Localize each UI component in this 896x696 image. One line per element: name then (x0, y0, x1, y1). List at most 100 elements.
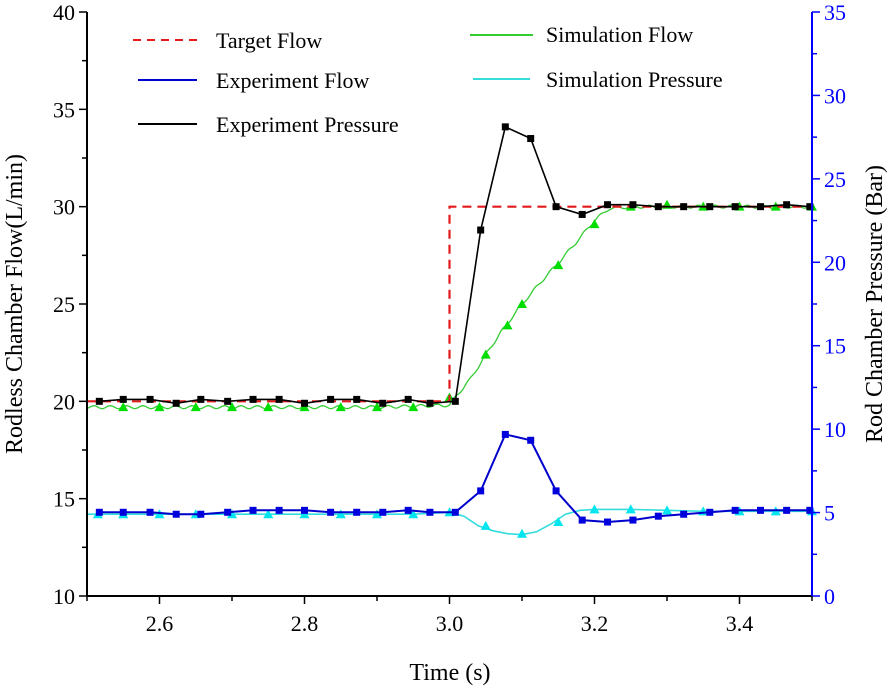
data-point-experiment-flow (629, 516, 637, 524)
series-simulation-flow (86, 199, 817, 412)
y-tick-label-right: 25 (824, 167, 846, 192)
data-point-experiment-pressure (426, 399, 434, 407)
y-axis-label-left: Rodless Chamber Flow(L/min) (2, 154, 28, 454)
data-point-experiment-pressure (731, 203, 739, 211)
data-point-experiment-flow (426, 508, 434, 516)
data-point-experiment-flow (783, 506, 791, 514)
data-point-experiment-pressure (806, 203, 814, 211)
data-point-experiment-pressure (654, 203, 662, 211)
data-point-experiment-flow (404, 506, 412, 514)
data-point-simulation-flow (502, 320, 513, 330)
series-line-experiment-pressure (99, 125, 810, 405)
data-point-experiment-flow (501, 430, 509, 438)
data-point-simulation-pressure (408, 509, 419, 519)
data-point-experiment-flow (379, 508, 387, 516)
series-line-target-flow (87, 205, 812, 403)
data-point-simulation-flow (263, 402, 274, 412)
data-point-simulation-flow (118, 402, 129, 412)
legend-label-exp-flow: Experiment Flow (216, 68, 369, 93)
data-point-simulation-pressure (480, 520, 491, 530)
x-tick-label: 3.4 (726, 611, 754, 636)
data-point-experiment-flow (172, 510, 180, 518)
data-point-experiment-pressure (249, 395, 257, 403)
axes-layer: 10 15 20 25 30 35 40 0 5 10 15 20 25 30 35 2.6 2.8 3.0 3.2… (53, 0, 846, 636)
data-point-simulation-flow (190, 402, 201, 412)
data-point-simulation-pressure (589, 504, 600, 514)
y-tick-label-left: 35 (53, 97, 75, 122)
legend-label-sim-pressure: Simulation Pressure (546, 67, 723, 92)
data-point-experiment-flow (527, 436, 535, 444)
data-point-simulation-pressure (517, 528, 527, 538)
data-point-experiment-pressure (119, 395, 127, 403)
y-axis-label-right: Rod Chamber Pressure (Bar) (862, 165, 888, 443)
data-point-experiment-flow (249, 506, 257, 514)
y-tick-label-left: 40 (53, 0, 75, 25)
data-point-simulation-pressure (227, 509, 237, 519)
data-point-experiment-flow (301, 506, 308, 514)
data-point-experiment-flow (552, 487, 560, 495)
legend-label-target: Target Flow (216, 28, 322, 53)
data-point-experiment-flow (353, 508, 361, 516)
series-target-flow (87, 205, 812, 403)
data-point-simulation-pressure (625, 504, 636, 514)
data-point-experiment-pressure (451, 397, 459, 405)
data-point-experiment-flow (119, 508, 127, 516)
x-tick-label: 3.0 (436, 611, 464, 636)
y-tick-label-left: 20 (53, 389, 75, 414)
data-point-experiment-pressure (527, 135, 535, 143)
series-experiment-flow (95, 430, 814, 526)
series-line-simulation-flow (86, 204, 813, 410)
data-point-experiment-pressure (301, 399, 308, 407)
data-point-experiment-flow (680, 510, 688, 518)
y-tick-label-right: 30 (824, 83, 846, 108)
data-point-experiment-pressure (578, 210, 586, 218)
data-point-experiment-flow (706, 508, 714, 516)
y-tick-label-right: 35 (824, 0, 846, 25)
data-point-experiment-pressure (172, 399, 180, 407)
data-point-simulation-flow (589, 219, 600, 229)
data-point-experiment-pressure (327, 395, 335, 403)
data-point-experiment-flow (604, 518, 612, 526)
data-point-experiment-pressure (197, 395, 205, 403)
data-point-experiment-flow (757, 506, 765, 514)
data-point-experiment-flow (806, 506, 814, 514)
data-point-simulation-flow (517, 299, 527, 308)
y-tick-label-right: 0 (824, 584, 835, 609)
x-tick-label: 3.2 (581, 611, 609, 636)
data-point-simulation-pressure (335, 509, 346, 519)
data-point-experiment-pressure (706, 203, 714, 211)
data-point-simulation-pressure (553, 517, 564, 527)
data-point-experiment-pressure (146, 395, 154, 403)
data-point-experiment-flow (95, 508, 103, 516)
data-point-experiment-flow (451, 508, 459, 516)
series-experiment-pressure (95, 123, 814, 407)
data-point-experiment-pressure (224, 397, 232, 405)
x-axis-label: Time (s) (409, 660, 490, 686)
y-tick-label-left: 10 (53, 584, 75, 609)
data-point-experiment-pressure (95, 397, 103, 405)
data-point-simulation-flow (335, 402, 346, 412)
data-point-simulation-pressure (662, 505, 672, 515)
data-point-experiment-flow (275, 506, 283, 514)
y-tick-label-right: 10 (824, 417, 846, 442)
data-point-experiment-pressure (379, 399, 387, 407)
data-point-experiment-pressure (552, 203, 560, 211)
data-point-experiment-pressure (757, 203, 765, 211)
y-tick-label-right: 5 (824, 501, 835, 526)
y-tick-label-right: 15 (824, 334, 846, 359)
data-point-experiment-pressure (404, 395, 412, 403)
legend: Target Flow Experiment Flow Experiment P… (133, 22, 723, 137)
data-point-experiment-flow (731, 506, 739, 514)
data-point-simulation-flow (372, 402, 382, 412)
series-line-simulation-pressure (87, 508, 812, 536)
series-layer (86, 123, 817, 538)
data-point-experiment-flow (477, 487, 485, 495)
data-point-experiment-flow (327, 508, 335, 516)
data-point-experiment-pressure (477, 226, 485, 234)
y-tick-label-left: 15 (53, 487, 75, 512)
data-point-simulation-flow (154, 402, 165, 412)
data-point-experiment-flow (654, 512, 662, 520)
data-point-experiment-pressure (604, 201, 612, 209)
data-point-experiment-flow (146, 508, 154, 516)
